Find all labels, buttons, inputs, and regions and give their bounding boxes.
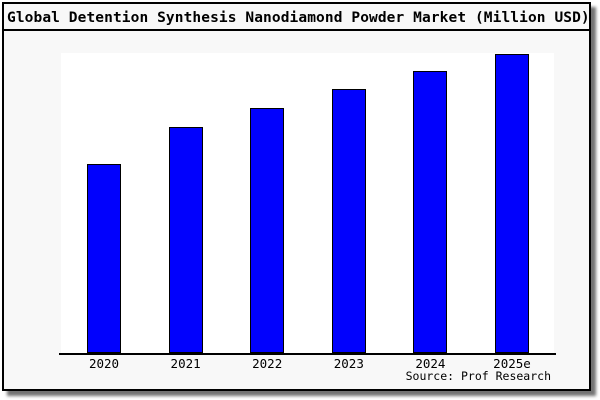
chart-panel: Global Detention Synthesis Nanodiamond P… — [2, 2, 591, 391]
bar-2022 — [250, 108, 285, 353]
bar-2024 — [413, 71, 448, 353]
plot-area — [61, 53, 554, 353]
bar-2021 — [168, 127, 203, 353]
x-tick-label-2023: 2023 — [333, 356, 364, 371]
source-caption: Source: Prof Research — [405, 369, 551, 383]
x-tick-label-2022: 2022 — [252, 356, 283, 371]
x-tick-label-2021: 2021 — [170, 356, 201, 371]
chart-title: Global Detention Synthesis Nanodiamond P… — [4, 4, 589, 31]
x-tick-label-2020: 2020 — [88, 356, 120, 371]
x-axis — [59, 353, 556, 355]
bar-2023 — [331, 89, 366, 353]
bar-2020 — [87, 164, 121, 353]
bar-2025e — [495, 54, 529, 353]
